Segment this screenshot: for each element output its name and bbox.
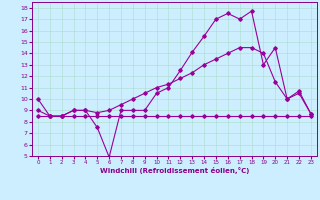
X-axis label: Windchill (Refroidissement éolien,°C): Windchill (Refroidissement éolien,°C) bbox=[100, 167, 249, 174]
